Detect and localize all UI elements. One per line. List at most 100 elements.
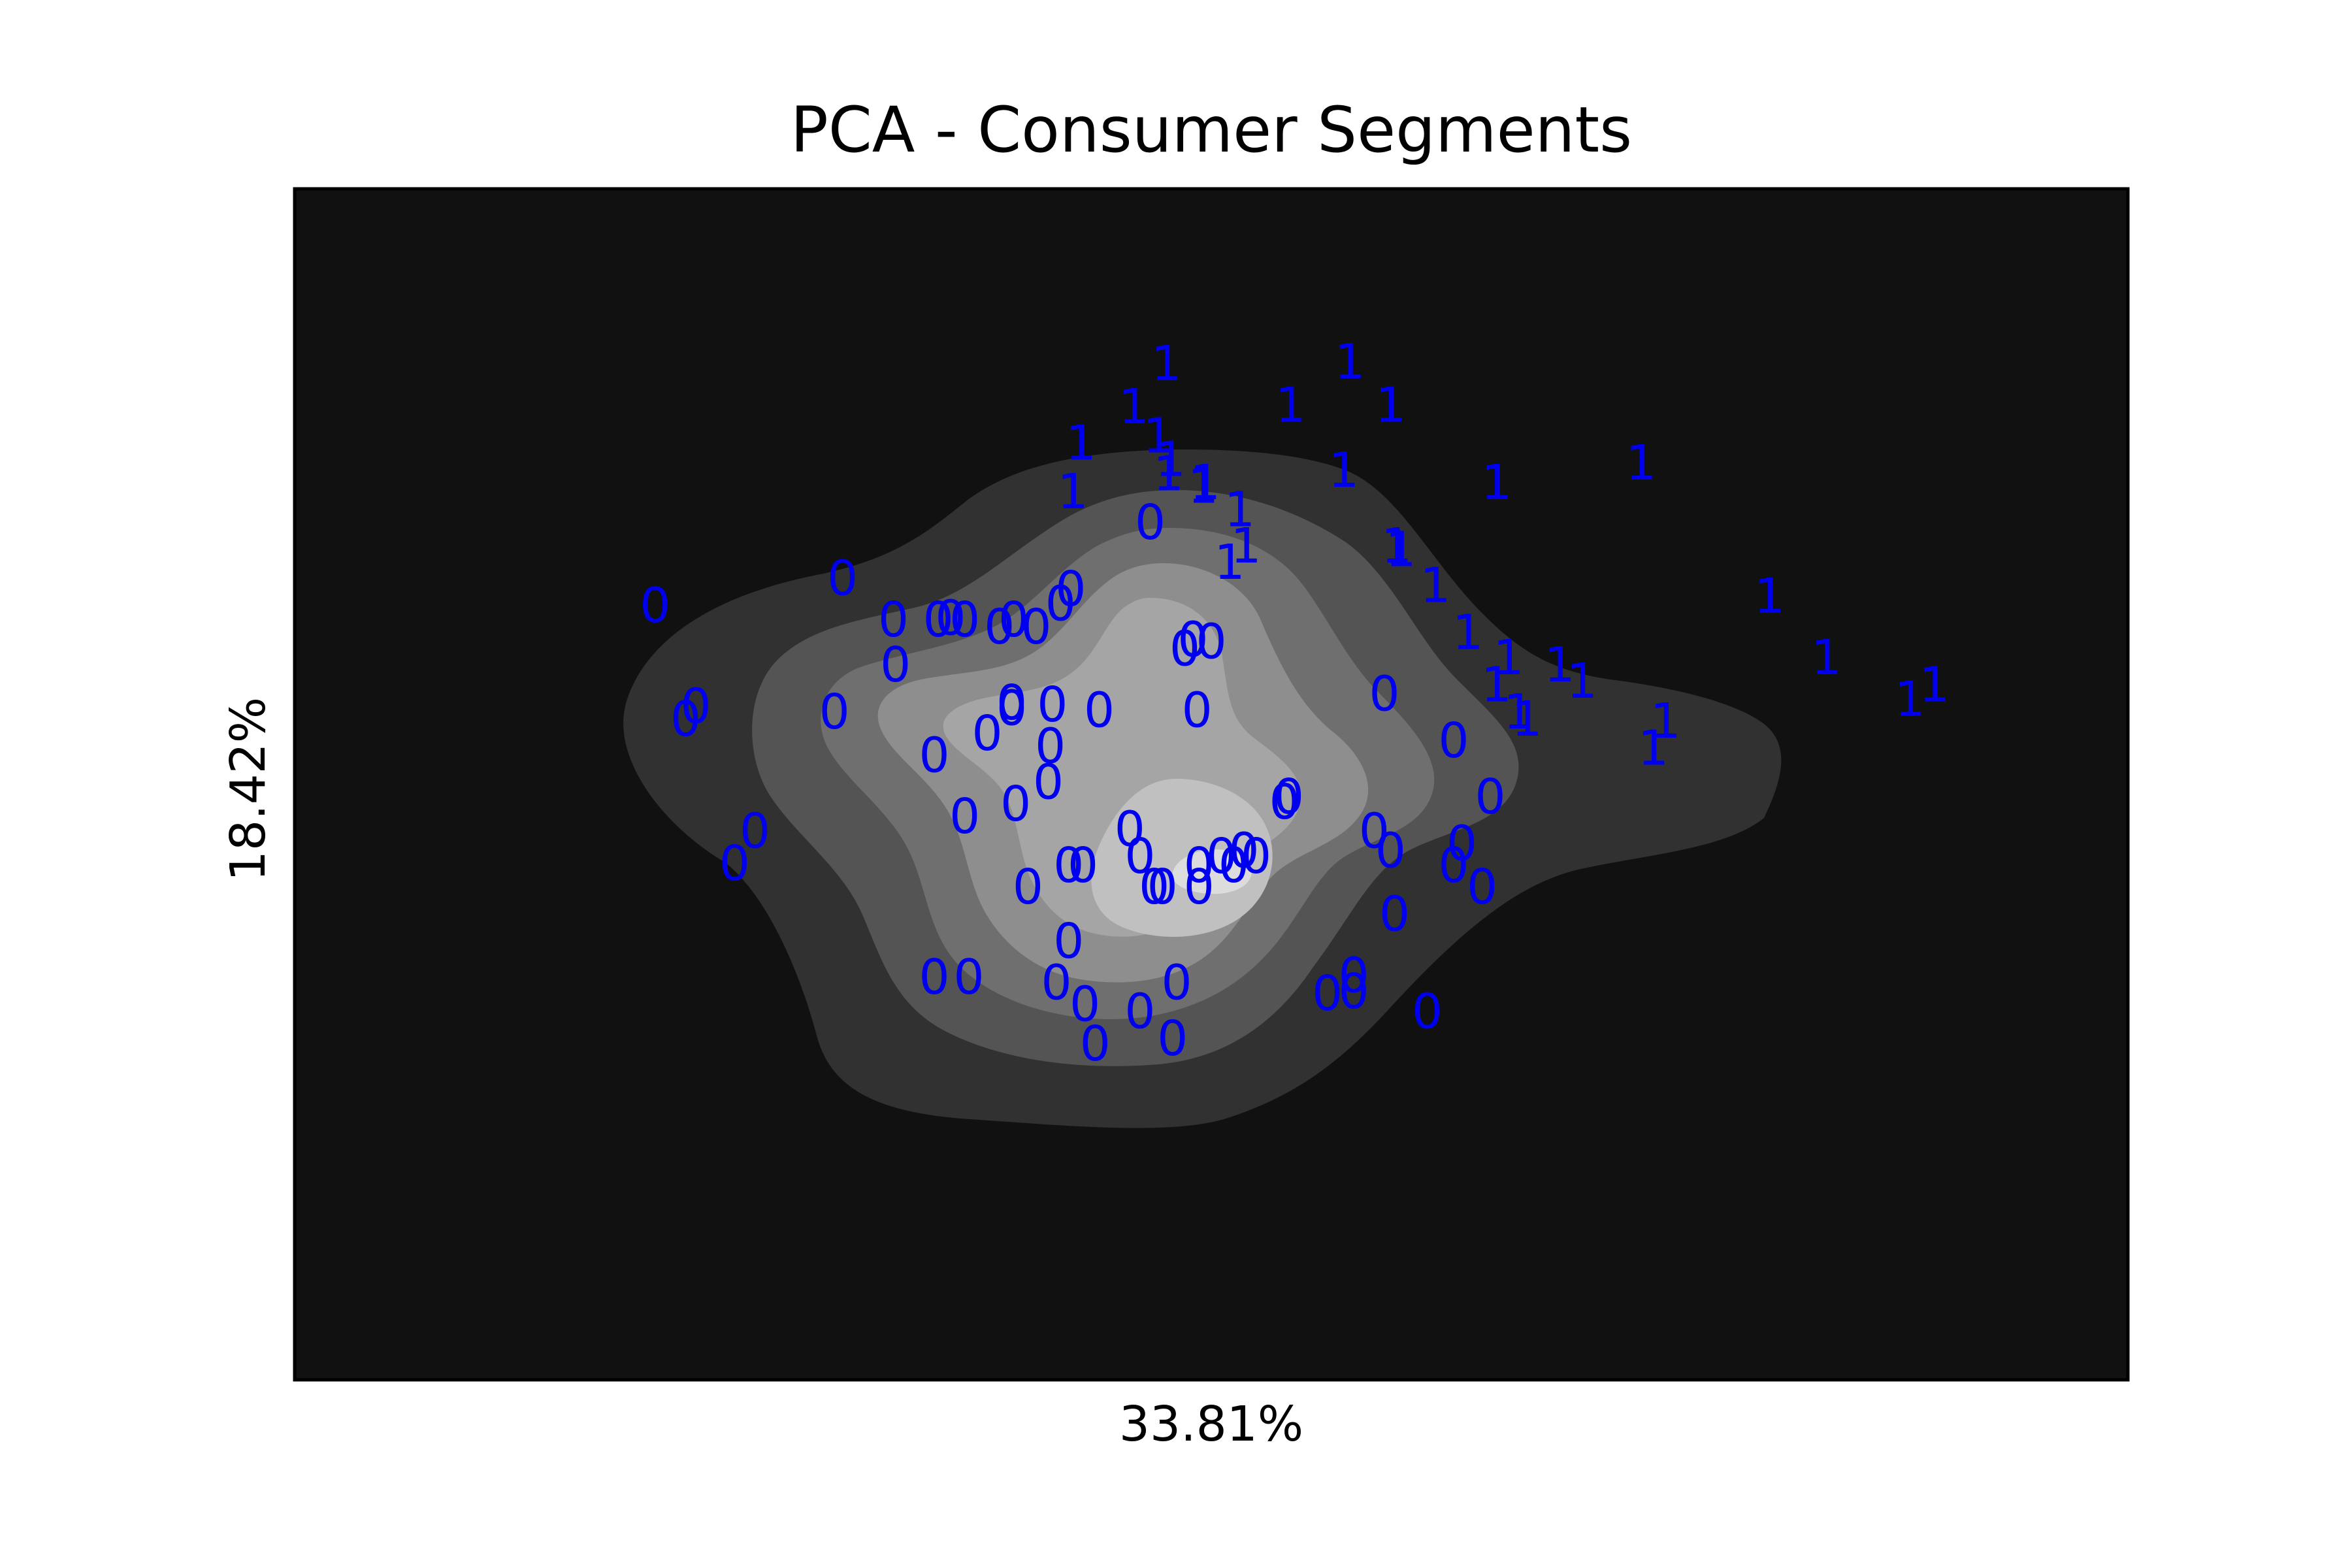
point-marker-1: 1 bbox=[1494, 630, 1524, 686]
point-marker-0: 0 bbox=[1475, 769, 1506, 825]
point-marker-1: 1 bbox=[1375, 378, 1406, 434]
plot-frame bbox=[293, 187, 2130, 1382]
point-marker-0: 0 bbox=[1013, 859, 1043, 915]
point-marker-0: 0 bbox=[1021, 599, 1051, 655]
point-marker-1: 1 bbox=[1452, 605, 1483, 661]
point-marker-0: 0 bbox=[1241, 828, 1271, 885]
point-marker-0: 0 bbox=[1169, 621, 1200, 677]
point-marker-0: 0 bbox=[998, 592, 1029, 648]
point-marker-0: 0 bbox=[1177, 612, 1208, 668]
point-marker-0: 0 bbox=[880, 637, 911, 693]
point-marker-1: 1 bbox=[1230, 518, 1261, 574]
point-marker-0: 0 bbox=[1084, 682, 1115, 738]
point-marker-0: 0 bbox=[1218, 838, 1249, 894]
point-marker-0: 0 bbox=[1115, 802, 1145, 858]
point-marker-1: 1 bbox=[1224, 482, 1255, 538]
point-marker-0: 0 bbox=[1161, 955, 1192, 1011]
point-marker-0: 0 bbox=[1196, 613, 1226, 670]
point-marker-0: 0 bbox=[1375, 823, 1406, 879]
point-marker-0: 0 bbox=[919, 727, 949, 783]
point-marker-0: 0 bbox=[1135, 495, 1166, 551]
point-marker-1: 1 bbox=[1334, 334, 1365, 390]
point-marker-1: 1 bbox=[1153, 446, 1184, 502]
point-marker-0: 0 bbox=[949, 789, 980, 845]
point-marker-0: 0 bbox=[1273, 769, 1304, 825]
point-marker-0: 0 bbox=[1124, 828, 1155, 885]
point-marker-1: 1 bbox=[1215, 534, 1245, 591]
point-marker-0: 0 bbox=[1035, 719, 1066, 775]
point-marker-0: 0 bbox=[1053, 913, 1084, 970]
point-marker-0: 0 bbox=[878, 592, 909, 648]
point-marker-0: 0 bbox=[1369, 666, 1399, 722]
point-marker-1: 1 bbox=[1066, 416, 1096, 472]
point-marker-1: 1 bbox=[1119, 379, 1149, 435]
point-marker-1: 1 bbox=[1650, 693, 1681, 749]
density-contour-level-6 bbox=[1091, 779, 1273, 937]
point-marker-0: 0 bbox=[1446, 816, 1477, 872]
point-marker-1: 1 bbox=[1638, 720, 1669, 776]
point-marker-1: 1 bbox=[1625, 435, 1656, 491]
point-marker-0: 0 bbox=[1359, 803, 1390, 859]
point-marker-0: 0 bbox=[1080, 1016, 1111, 1072]
point-marker-0: 0 bbox=[681, 679, 711, 735]
point-marker-0: 0 bbox=[1339, 947, 1369, 1004]
point-marker-1: 1 bbox=[1381, 518, 1412, 574]
x-axis-label: 33.81% bbox=[1119, 1396, 1303, 1452]
point-marker-0: 0 bbox=[670, 691, 701, 747]
density-contour-level-7 bbox=[1172, 849, 1252, 894]
y-axis-label: 18.42% bbox=[220, 697, 276, 881]
point-marker-1: 1 bbox=[1190, 455, 1220, 511]
point-marker-0: 0 bbox=[1206, 828, 1237, 885]
point-marker-1: 1 bbox=[1811, 630, 1842, 686]
point-marker-1: 1 bbox=[1385, 521, 1416, 578]
point-marker-0: 0 bbox=[1124, 984, 1155, 1040]
point-marker-0: 0 bbox=[1045, 576, 1076, 632]
point-marker-1: 1 bbox=[1503, 684, 1534, 740]
point-marker-0: 0 bbox=[1467, 859, 1497, 915]
point-marker-1: 1 bbox=[1151, 336, 1182, 392]
point-marker-0: 0 bbox=[972, 706, 1002, 762]
point-marker-0: 0 bbox=[984, 599, 1015, 655]
point-marker-0: 0 bbox=[1037, 677, 1068, 733]
chart-title: PCA - Consumer Segments bbox=[791, 93, 1632, 167]
point-marker-0: 0 bbox=[740, 803, 770, 859]
point-marker-0: 0 bbox=[719, 836, 750, 892]
point-marker-0: 0 bbox=[827, 551, 858, 607]
point-marker-0: 0 bbox=[1228, 823, 1259, 879]
point-marker-1: 1 bbox=[1143, 408, 1173, 464]
point-marker-0: 0 bbox=[1412, 984, 1443, 1040]
point-marker-0: 0 bbox=[1438, 713, 1469, 769]
point-marker-0: 0 bbox=[919, 949, 949, 1005]
point-marker-1: 1 bbox=[1328, 442, 1359, 498]
point-marker-1: 1 bbox=[1057, 464, 1088, 520]
point-marker-0: 0 bbox=[1184, 859, 1215, 915]
density-contours bbox=[623, 449, 1782, 1128]
point-marker-0: 0 bbox=[1055, 561, 1086, 617]
point-marker-1: 1 bbox=[1481, 657, 1512, 713]
point-marker-0: 0 bbox=[1182, 682, 1213, 738]
point-marker-0: 0 bbox=[1339, 964, 1369, 1020]
point-marker-0: 0 bbox=[819, 684, 850, 740]
point-marker-1: 1 bbox=[1512, 691, 1543, 747]
point-marker-0: 0 bbox=[1147, 859, 1178, 915]
point-marker-1: 1 bbox=[1919, 657, 1950, 713]
point-marker-0: 0 bbox=[996, 681, 1027, 737]
point-marker-1: 1 bbox=[1567, 653, 1597, 710]
point-marker-0: 0 bbox=[1053, 838, 1084, 894]
point-marker-0: 0 bbox=[935, 590, 966, 646]
point-marker-0: 0 bbox=[1157, 1011, 1188, 1067]
point-marker-0: 0 bbox=[1000, 776, 1031, 832]
point-marker-0: 0 bbox=[1438, 838, 1469, 894]
point-marker-0: 0 bbox=[996, 675, 1027, 731]
point-marker-0: 0 bbox=[923, 592, 954, 648]
point-marker-1: 1 bbox=[1420, 558, 1450, 614]
point-marker-0: 0 bbox=[640, 578, 670, 634]
point-marker-1: 1 bbox=[1544, 637, 1575, 693]
point-marker-0: 0 bbox=[1041, 955, 1071, 1011]
point-marker-1: 1 bbox=[1275, 378, 1306, 434]
point-marker-0: 0 bbox=[1312, 966, 1343, 1022]
point-marker-0: 0 bbox=[1070, 977, 1100, 1033]
